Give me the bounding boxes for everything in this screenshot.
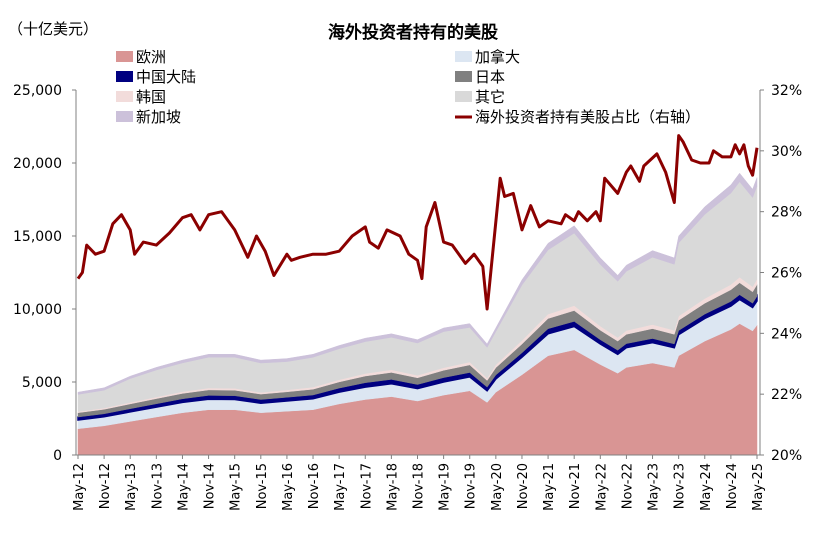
right-tick-label: 26% bbox=[771, 266, 802, 282]
legend-label-3: 日本 bbox=[475, 68, 505, 86]
left-tick-label: 10,000 bbox=[13, 302, 62, 318]
x-tick-label: May-21 bbox=[542, 463, 557, 511]
x-tick-label: May-25 bbox=[751, 463, 766, 511]
right-tick-label: 32% bbox=[771, 83, 802, 99]
x-tick-label: Nov-17 bbox=[359, 463, 374, 509]
x-tick-label: Nov-13 bbox=[150, 463, 165, 509]
legend-label-6: 新加坡 bbox=[136, 108, 181, 126]
x-tick-label: May-23 bbox=[647, 463, 662, 511]
legend-swatch-1 bbox=[455, 51, 472, 62]
x-tick-label: Nov-20 bbox=[516, 463, 531, 509]
chart-title: 海外投资者持有的美股 bbox=[328, 22, 498, 43]
legend-label-4: 韩国 bbox=[136, 88, 166, 106]
x-tick-label: May-12 bbox=[72, 463, 87, 511]
right-tick-label: 22% bbox=[771, 387, 802, 403]
legend-label-2: 中国大陆 bbox=[136, 68, 196, 86]
left-tick-label: 20,000 bbox=[13, 156, 62, 172]
left-tick-label: 0 bbox=[53, 448, 62, 464]
x-tick-label: May-17 bbox=[333, 463, 348, 511]
x-tick-label: Nov-22 bbox=[620, 463, 635, 509]
legend-label-0: 欧洲 bbox=[136, 48, 166, 66]
x-tick-label: Nov-12 bbox=[98, 463, 113, 509]
left-tick-label: 15,000 bbox=[13, 229, 62, 245]
legend-label-line: 海外投资者持有美股占比（右轴） bbox=[475, 108, 700, 126]
x-tick-label: May-16 bbox=[281, 463, 296, 511]
x-tick-label: Nov-23 bbox=[673, 463, 688, 509]
area-layers bbox=[77, 172, 758, 456]
area-series-6 bbox=[77, 172, 758, 395]
x-tick-label: Nov-16 bbox=[307, 463, 322, 509]
x-tick-label: May-24 bbox=[699, 463, 714, 511]
x-tick-label: May-14 bbox=[176, 463, 191, 511]
x-tick-label: Nov-14 bbox=[203, 463, 218, 509]
x-tick-label: Nov-19 bbox=[464, 463, 479, 509]
x-tick-label: May-13 bbox=[124, 463, 139, 511]
x-tick-label: Nov-21 bbox=[568, 463, 583, 509]
axes: 0 5,000 10,000 15,000 20,000 25,000 20% 22% 24% 2… bbox=[13, 83, 802, 511]
x-tick-label: May-22 bbox=[594, 463, 609, 511]
x-tick-label: May-15 bbox=[229, 463, 244, 511]
ratio-line bbox=[76, 134, 759, 311]
legend-swatch-5 bbox=[455, 91, 472, 102]
unit-label: （十亿美元） bbox=[8, 20, 98, 38]
x-tick-label: Nov-18 bbox=[412, 463, 427, 509]
right-tick-label: 30% bbox=[771, 144, 802, 160]
x-tick-label: Nov-24 bbox=[725, 463, 740, 509]
left-tick-label: 5,000 bbox=[22, 375, 62, 391]
legend-swatch-0 bbox=[116, 51, 133, 62]
legend-label-1: 加拿大 bbox=[475, 48, 520, 66]
x-tick-label: May-19 bbox=[438, 463, 453, 511]
left-tick-label: 25,000 bbox=[13, 83, 62, 99]
x-tick-label: May-18 bbox=[385, 463, 400, 511]
legend-label-5: 其它 bbox=[475, 88, 505, 106]
legend-swatch-6 bbox=[116, 111, 133, 122]
right-tick-label: 28% bbox=[771, 205, 802, 221]
right-tick-label: 24% bbox=[771, 326, 802, 342]
legend-swatch-3 bbox=[455, 71, 472, 82]
x-tick-label: May-20 bbox=[490, 463, 505, 511]
ratio-line-layer bbox=[76, 134, 759, 311]
legend-swatch-2 bbox=[116, 71, 133, 82]
right-tick-label: 20% bbox=[771, 448, 802, 464]
x-tick-label: Nov-15 bbox=[255, 463, 270, 509]
legend-swatch-4 bbox=[116, 91, 133, 102]
